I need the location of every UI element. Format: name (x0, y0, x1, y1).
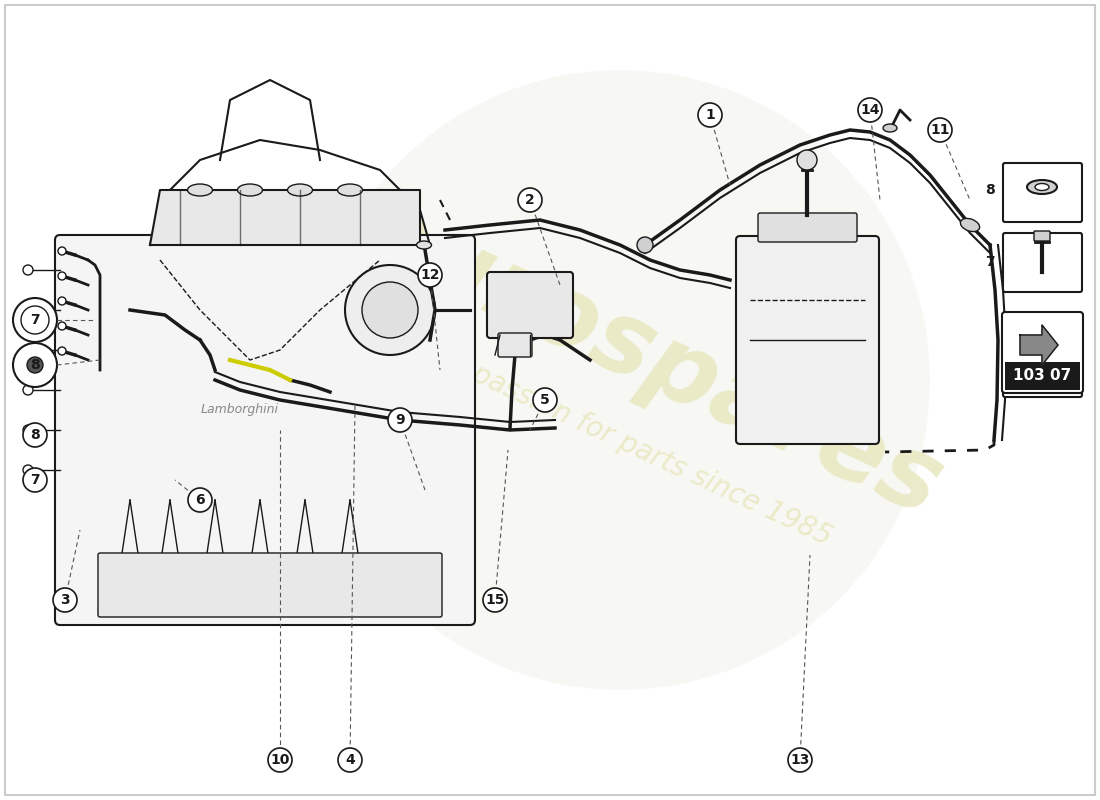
FancyBboxPatch shape (1002, 312, 1084, 393)
Circle shape (388, 408, 412, 432)
Circle shape (362, 282, 418, 338)
Text: 11: 11 (931, 123, 949, 137)
FancyBboxPatch shape (1003, 233, 1082, 292)
Text: 6: 6 (195, 493, 205, 507)
Circle shape (23, 385, 33, 395)
Circle shape (483, 588, 507, 612)
Polygon shape (150, 190, 420, 245)
FancyBboxPatch shape (498, 333, 532, 357)
Ellipse shape (960, 218, 980, 231)
Text: 1: 1 (705, 108, 715, 122)
FancyBboxPatch shape (1005, 362, 1080, 390)
Circle shape (798, 150, 817, 170)
Text: 7: 7 (30, 473, 40, 487)
Ellipse shape (287, 184, 312, 196)
Text: 103 07: 103 07 (1013, 369, 1071, 383)
Circle shape (23, 345, 33, 355)
FancyBboxPatch shape (1003, 338, 1082, 397)
Circle shape (188, 488, 212, 512)
Circle shape (534, 388, 557, 412)
Ellipse shape (238, 184, 263, 196)
Ellipse shape (1027, 180, 1057, 194)
Circle shape (418, 263, 442, 287)
Circle shape (637, 237, 653, 253)
Ellipse shape (417, 241, 431, 249)
FancyBboxPatch shape (55, 235, 475, 625)
Text: 8: 8 (30, 358, 40, 372)
Circle shape (23, 465, 33, 475)
Circle shape (53, 588, 77, 612)
Text: 12: 12 (420, 268, 440, 282)
Ellipse shape (1035, 183, 1049, 190)
Text: 9: 9 (395, 413, 405, 427)
Polygon shape (1020, 325, 1058, 365)
Circle shape (23, 468, 47, 492)
FancyBboxPatch shape (1034, 231, 1050, 241)
Ellipse shape (883, 124, 896, 132)
Circle shape (928, 118, 952, 142)
Circle shape (23, 425, 33, 435)
Circle shape (698, 103, 722, 127)
Ellipse shape (187, 184, 212, 196)
FancyBboxPatch shape (98, 553, 442, 617)
Text: a passion for parts since 1985: a passion for parts since 1985 (444, 349, 836, 551)
Circle shape (345, 265, 434, 355)
FancyBboxPatch shape (487, 272, 573, 338)
Text: 8: 8 (30, 428, 40, 442)
Circle shape (310, 70, 930, 690)
Text: 7: 7 (30, 313, 40, 327)
Text: 8: 8 (986, 183, 996, 197)
Circle shape (858, 98, 882, 122)
FancyBboxPatch shape (758, 213, 857, 242)
Text: 13: 13 (790, 753, 810, 767)
Text: eurospares: eurospares (343, 182, 957, 538)
Circle shape (58, 322, 66, 330)
Circle shape (338, 748, 362, 772)
Text: 3: 3 (60, 593, 69, 607)
Text: 10: 10 (271, 753, 289, 767)
Circle shape (58, 297, 66, 305)
Circle shape (23, 305, 33, 315)
FancyBboxPatch shape (736, 236, 879, 444)
Circle shape (58, 247, 66, 255)
Ellipse shape (338, 184, 363, 196)
Text: Lamborghini: Lamborghini (201, 403, 279, 417)
Circle shape (23, 265, 33, 275)
Circle shape (788, 748, 812, 772)
Circle shape (13, 298, 57, 342)
Text: 2: 2 (525, 193, 535, 207)
Circle shape (21, 306, 50, 334)
Circle shape (518, 188, 542, 212)
Circle shape (23, 423, 47, 447)
Circle shape (28, 357, 43, 373)
Text: 7: 7 (986, 255, 996, 269)
Circle shape (58, 347, 66, 355)
Text: 15: 15 (485, 593, 505, 607)
Text: 14: 14 (860, 103, 880, 117)
Text: 4: 4 (345, 753, 355, 767)
Circle shape (58, 272, 66, 280)
Circle shape (13, 343, 57, 387)
Text: 5: 5 (540, 393, 550, 407)
Circle shape (268, 748, 292, 772)
FancyBboxPatch shape (1003, 163, 1082, 222)
